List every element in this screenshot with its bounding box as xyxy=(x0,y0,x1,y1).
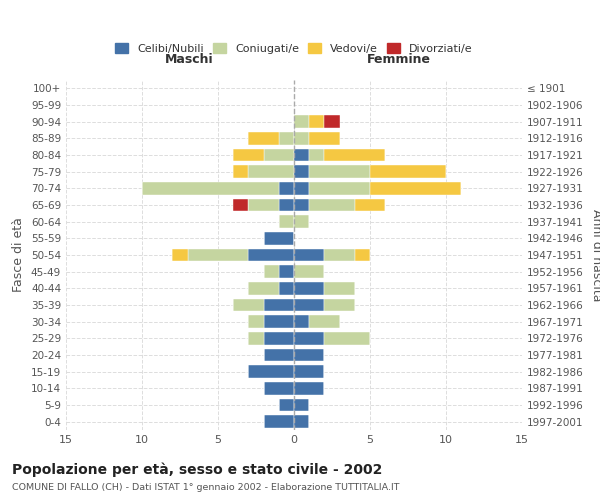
Bar xyxy=(263,266,279,278)
Bar xyxy=(294,349,325,361)
Bar xyxy=(279,399,294,411)
Y-axis label: Fasce di età: Fasce di età xyxy=(13,218,25,292)
Bar xyxy=(279,216,294,228)
Bar xyxy=(233,298,263,311)
Y-axis label: Anni di nascita: Anni di nascita xyxy=(590,209,600,301)
Bar xyxy=(325,149,385,162)
Text: Femmine: Femmine xyxy=(367,53,431,66)
Bar xyxy=(188,248,248,261)
Bar xyxy=(325,332,370,344)
Text: Maschi: Maschi xyxy=(165,53,214,66)
Bar xyxy=(309,199,355,211)
Bar xyxy=(309,316,340,328)
Bar xyxy=(309,149,325,162)
Bar xyxy=(263,382,294,394)
Bar xyxy=(279,182,294,194)
Bar xyxy=(233,199,248,211)
Bar xyxy=(325,116,340,128)
Bar xyxy=(309,116,325,128)
Bar xyxy=(263,298,294,311)
Bar xyxy=(248,199,279,211)
Bar xyxy=(294,116,309,128)
Bar xyxy=(172,248,188,261)
Text: COMUNE DI FALLO (CH) - Dati ISTAT 1° gennaio 2002 - Elaborazione TUTTITALIA.IT: COMUNE DI FALLO (CH) - Dati ISTAT 1° gen… xyxy=(12,484,400,492)
Bar xyxy=(263,149,294,162)
Bar xyxy=(294,382,325,394)
Bar xyxy=(294,316,309,328)
Bar xyxy=(142,182,279,194)
Bar xyxy=(294,366,325,378)
Bar xyxy=(325,282,355,294)
Bar xyxy=(355,248,370,261)
Bar xyxy=(294,248,325,261)
Bar xyxy=(248,316,263,328)
Bar xyxy=(279,132,294,144)
Bar xyxy=(309,166,370,178)
Bar xyxy=(294,399,309,411)
Bar xyxy=(309,182,370,194)
Bar xyxy=(294,298,325,311)
Bar xyxy=(263,232,294,244)
Bar xyxy=(263,332,294,344)
Bar xyxy=(248,282,279,294)
Bar xyxy=(370,166,446,178)
Bar xyxy=(279,266,294,278)
Bar xyxy=(279,199,294,211)
Bar xyxy=(325,298,355,311)
Bar xyxy=(294,266,325,278)
Bar xyxy=(294,182,309,194)
Bar xyxy=(294,149,309,162)
Bar xyxy=(263,349,294,361)
Text: Popolazione per età, sesso e stato civile - 2002: Popolazione per età, sesso e stato civil… xyxy=(12,462,382,477)
Bar xyxy=(325,248,355,261)
Bar xyxy=(370,182,461,194)
Bar xyxy=(294,166,309,178)
Bar xyxy=(294,416,309,428)
Bar xyxy=(233,166,248,178)
Legend: Celibi/Nubili, Coniugati/e, Vedovi/e, Divorziati/e: Celibi/Nubili, Coniugati/e, Vedovi/e, Di… xyxy=(112,40,476,58)
Bar xyxy=(248,166,294,178)
Bar xyxy=(263,416,294,428)
Bar xyxy=(248,248,294,261)
Bar xyxy=(294,282,325,294)
Bar xyxy=(248,366,294,378)
Bar xyxy=(248,332,263,344)
Bar xyxy=(294,132,309,144)
Bar xyxy=(355,199,385,211)
Bar xyxy=(279,282,294,294)
Bar xyxy=(248,132,279,144)
Bar xyxy=(294,216,309,228)
Bar xyxy=(263,316,294,328)
Bar xyxy=(233,149,263,162)
Bar xyxy=(294,332,325,344)
Bar xyxy=(309,132,340,144)
Bar xyxy=(294,199,309,211)
